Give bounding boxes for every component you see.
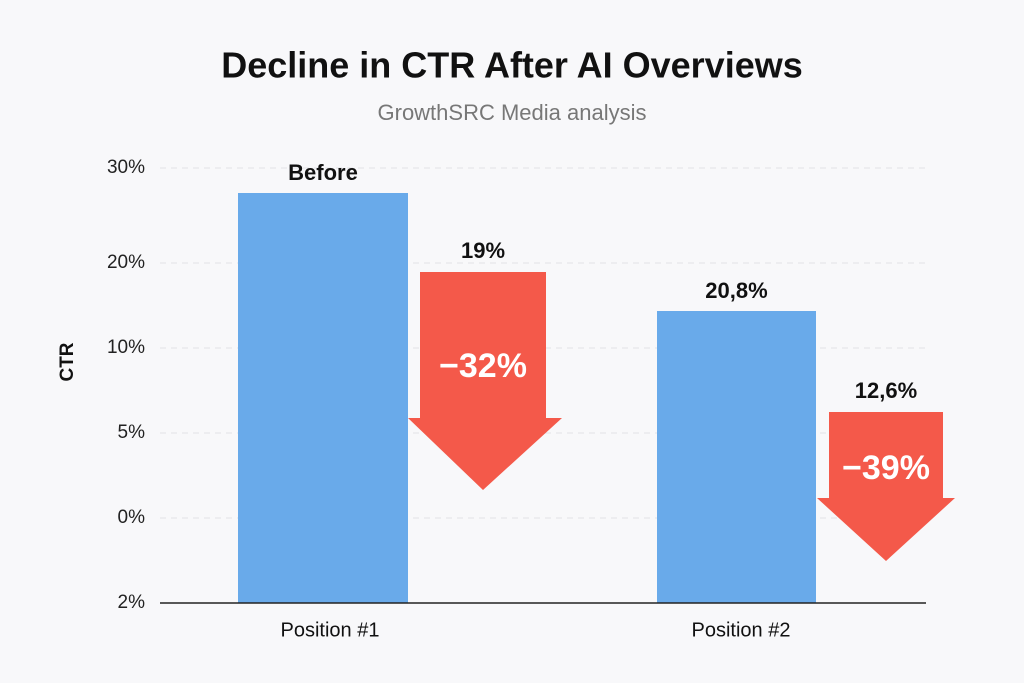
y-tick-label: 20%: [107, 252, 145, 273]
change-label: −32%: [439, 347, 527, 385]
y-tick-label: 30%: [107, 157, 145, 178]
after-label: 12,6%: [855, 378, 917, 403]
y-tick-label: 5%: [118, 422, 146, 443]
y-axis-label: CTR: [57, 342, 78, 381]
decline-arrow: [817, 412, 955, 561]
chart-title: Decline in CTR After AI Overviews: [221, 45, 803, 86]
before-label: Before: [288, 160, 358, 185]
plot-area: Before 19% −32% Position #1 20,8% 12,6% −39% Po…: [238, 160, 955, 641]
y-tick-label: 2%: [118, 592, 146, 613]
before-bar: [657, 311, 816, 603]
x-tick-label: Position #2: [692, 619, 791, 641]
y-tick-label: 0%: [118, 507, 146, 528]
y-tick-label: 10%: [107, 337, 145, 358]
chart-subtitle: GrowthSRC Media analysis: [378, 100, 647, 125]
decline-arrow: [408, 272, 562, 490]
change-label: −39%: [842, 449, 930, 487]
after-label: 19%: [461, 238, 505, 263]
before-bar: [238, 193, 408, 603]
before-label: 20,8%: [705, 278, 767, 303]
x-tick-label: Position #1: [281, 619, 380, 641]
